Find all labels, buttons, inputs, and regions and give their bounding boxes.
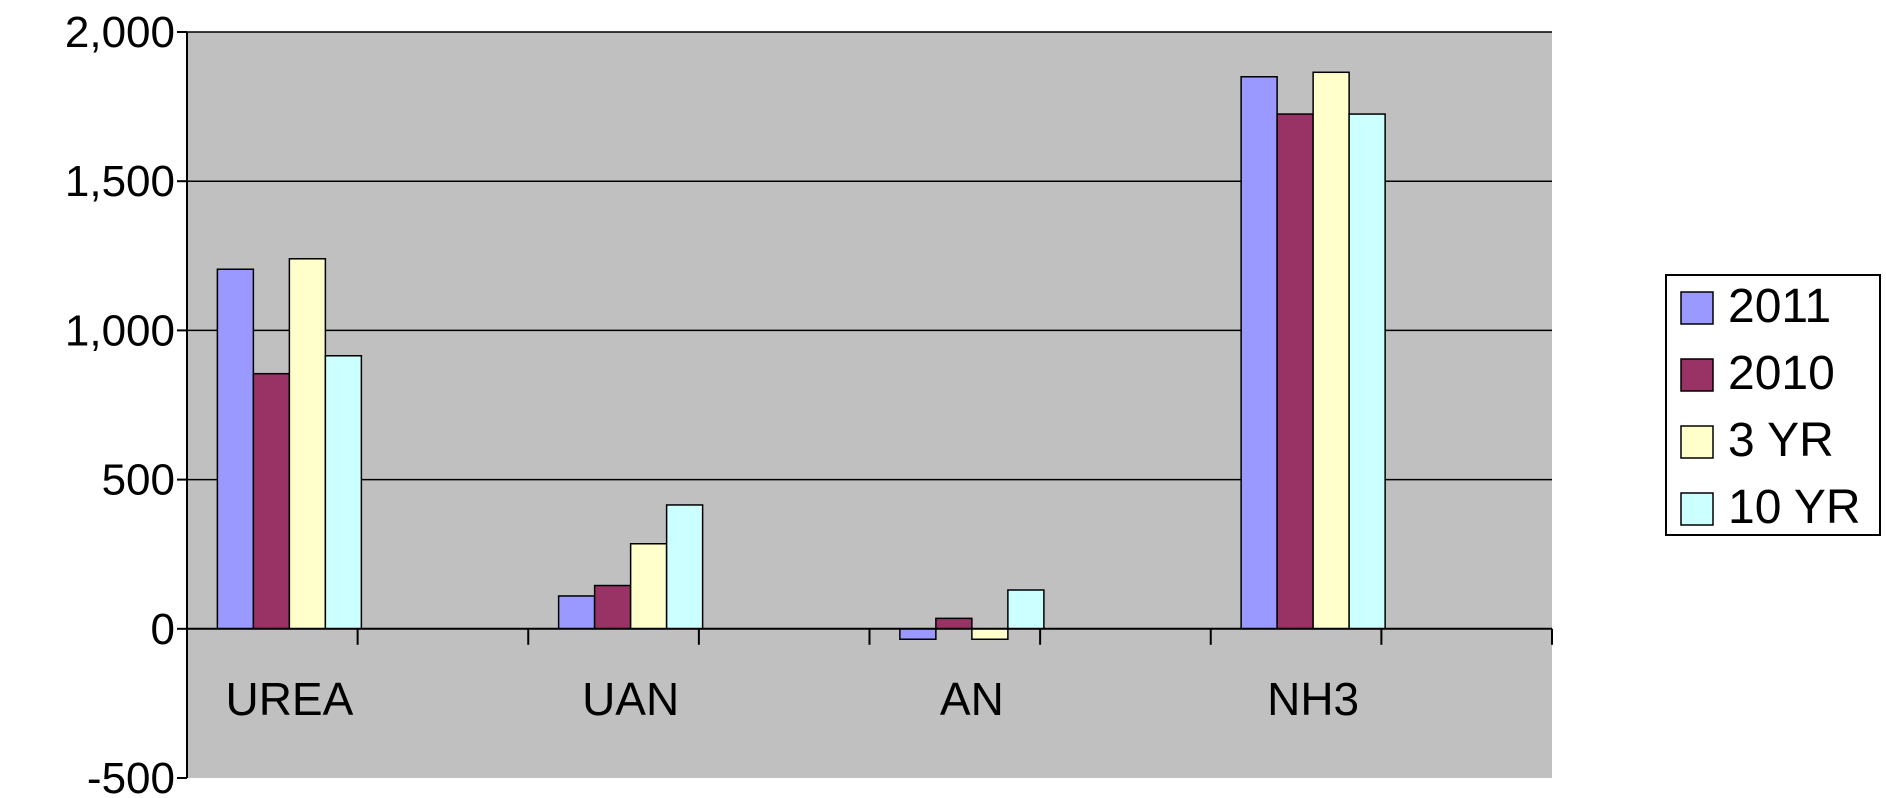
legend-label: 10 YR [1728,481,1861,534]
category-label: NH3 [1267,673,1359,725]
bar [288,258,327,630]
bars [216,71,1386,640]
bar [324,355,363,630]
y-tick-label: -500 [87,754,175,798]
legend-label: 2011 [1728,280,1831,333]
bar [1240,76,1278,630]
bar [216,268,255,630]
bar [971,628,1009,640]
bar [1276,113,1314,630]
legend-label: 2010 [1728,347,1835,400]
bar [593,584,632,630]
bar [899,628,937,640]
legend-swatch [1680,291,1714,325]
bar [1007,589,1045,630]
y-tick-label: 0 [151,605,175,654]
bar [935,617,973,630]
y-axis-ticks [177,31,187,779]
y-tick-label: 2,000 [65,8,175,57]
category-label: UREA [225,673,353,725]
bar [665,504,704,630]
y-tick-label: 1,000 [65,306,175,355]
bar [1312,71,1350,630]
y-tick-label: 500 [102,456,175,505]
legend-swatch [1680,492,1714,526]
bar [557,595,596,630]
x-axis-ticks [356,628,1553,645]
category-label: UAN [582,673,679,725]
category-labels: UREA UAN AN NH3 [225,673,1359,725]
y-axis-tick-labels: -500 0 500 1,000 1,500 2,000 [65,8,175,798]
bar [252,372,291,630]
legend-label: 3 YR [1728,414,1834,467]
bar [629,543,668,630]
y-tick-label: 1,500 [65,157,175,206]
legend-swatch [1680,358,1714,392]
category-label: AN [940,673,1004,725]
legend: 2011 2010 3 YR 10 YR [1665,274,1881,536]
legend-swatch [1680,425,1714,459]
bar [1348,113,1386,630]
